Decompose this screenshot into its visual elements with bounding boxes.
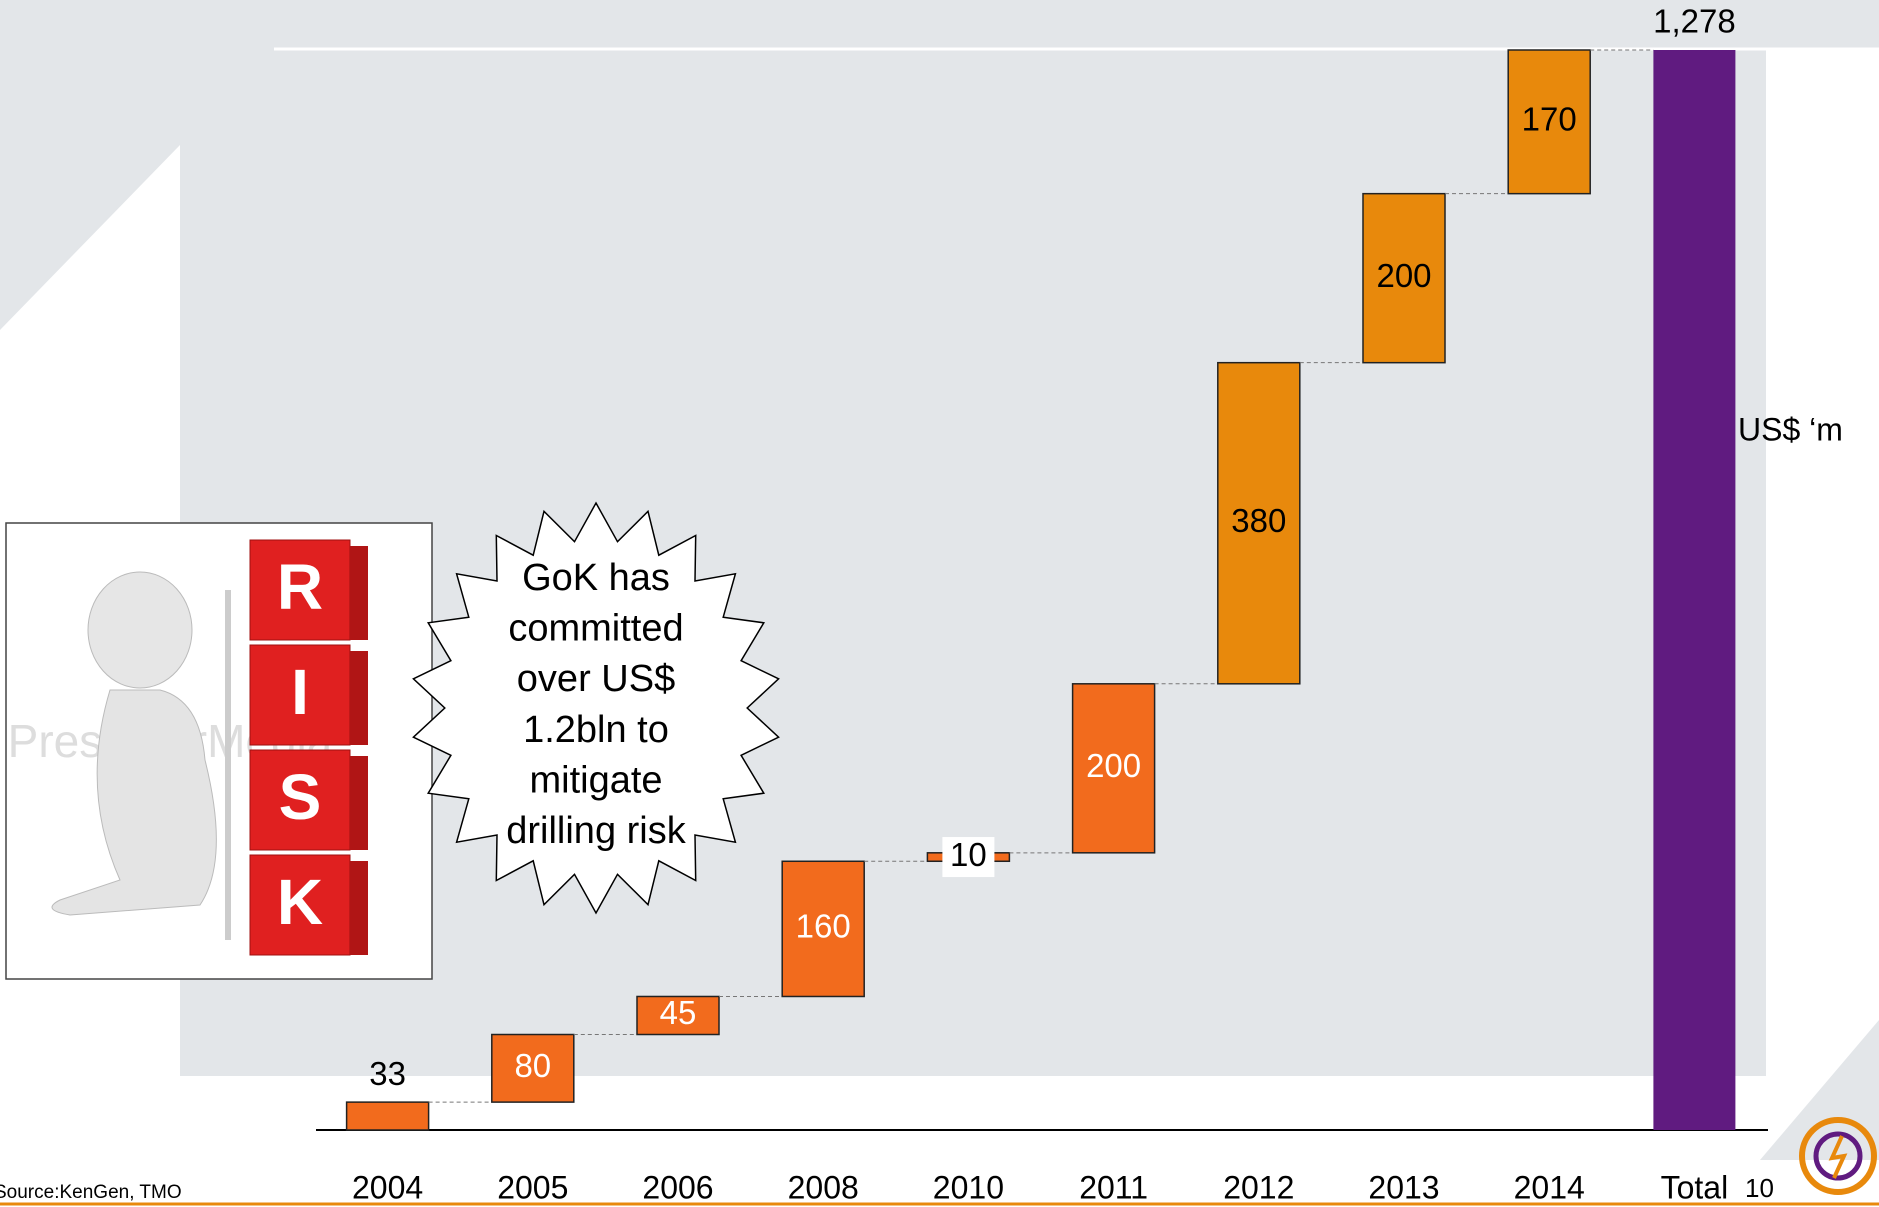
- figure-head: [87, 571, 193, 689]
- callout-text: GoK has: [522, 557, 670, 599]
- bar: [1507, 49, 1591, 195]
- risk-letter: K: [277, 866, 323, 938]
- unit-label: US$ ‘m: [1738, 411, 1843, 447]
- bar: [781, 860, 865, 998]
- label-box: [942, 837, 995, 878]
- value-label: 160: [796, 908, 851, 945]
- x-tick-label: 2008: [788, 1169, 859, 1205]
- risk-letter: R: [277, 551, 323, 623]
- logo: [1799, 1117, 1877, 1195]
- bar: [1071, 683, 1156, 854]
- value-label: 10: [950, 836, 987, 873]
- x-tick-label: 2006: [642, 1169, 713, 1205]
- x-tick-label: 2004: [352, 1169, 423, 1205]
- bar: [345, 1101, 430, 1131]
- bar: [1362, 192, 1446, 364]
- x-tick-label: 2013: [1368, 1169, 1439, 1205]
- total-bar: [1653, 50, 1736, 1130]
- logo-bolt: [1828, 1135, 1848, 1179]
- value-label: 200: [1376, 257, 1431, 294]
- value-label: 170: [1522, 101, 1577, 138]
- corner-decor: [1760, 1020, 1879, 1160]
- value-label: 1,278: [1653, 3, 1736, 40]
- callout-text: 1.2bln to: [523, 709, 669, 751]
- risk-cube: [249, 539, 351, 641]
- logo-ring: [1799, 1117, 1877, 1195]
- x-tick-label: 2011: [1079, 1169, 1148, 1205]
- risk-cube-side: [350, 756, 368, 850]
- plot-background: [180, 48, 1766, 1076]
- callout-text: mitigate: [529, 759, 662, 801]
- logo-inner: [1813, 1131, 1863, 1181]
- callout-text: drilling risk: [506, 810, 686, 852]
- callout-text: over US$: [517, 658, 675, 700]
- risk-cube-side: [350, 546, 368, 640]
- figure-body: [51, 689, 217, 916]
- callout-burst: [412, 501, 780, 915]
- top-band: [0, 0, 1879, 48]
- risk-cube: [249, 749, 351, 851]
- risk-cube: [249, 854, 351, 956]
- left-decor: [0, 0, 180, 330]
- risk-cube-side: [350, 861, 368, 955]
- x-tick-label: 2014: [1514, 1169, 1585, 1205]
- page-number: 10: [1745, 1173, 1774, 1203]
- callout-text: committed: [508, 608, 683, 650]
- risk-letter: S: [279, 761, 322, 833]
- value-label: 33: [369, 1055, 406, 1092]
- bar: [491, 1033, 575, 1103]
- x-tick-label: 2005: [497, 1169, 568, 1205]
- source-note: Source:KenGen, TMO: [0, 1182, 182, 1203]
- risk-letter: I: [291, 656, 309, 728]
- value-label: 380: [1231, 502, 1286, 539]
- value-label: 80: [514, 1047, 551, 1084]
- bar: [1217, 361, 1301, 685]
- risk-cube: [249, 644, 351, 746]
- value-label: 200: [1086, 747, 1141, 784]
- x-tick-label: 2010: [933, 1169, 1004, 1205]
- risk-cube-side: [350, 651, 368, 745]
- x-tick-label: Total: [1661, 1169, 1729, 1205]
- value-label: 45: [660, 994, 697, 1031]
- bar: [636, 995, 720, 1036]
- x-tick-label: 2012: [1223, 1169, 1294, 1205]
